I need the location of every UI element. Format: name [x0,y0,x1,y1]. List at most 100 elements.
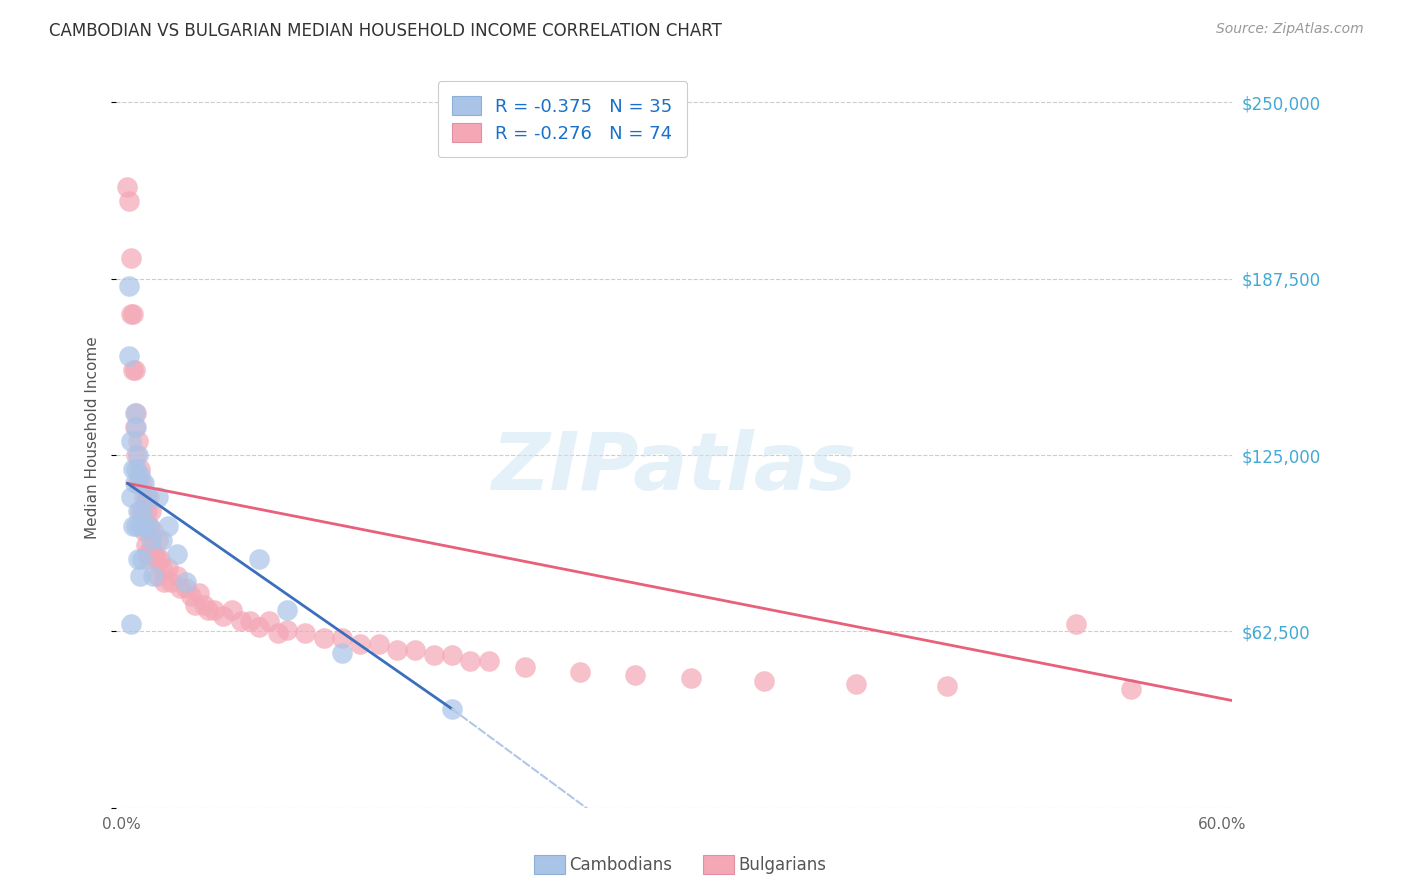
Point [330,646,353,660]
Point [460,654,482,668]
Point [125,462,148,476]
Point [440,648,463,663]
Point [136,504,159,518]
Point [124,476,146,491]
Point [121,363,143,377]
Point [440,702,463,716]
Point [166,547,188,561]
Point [142,524,165,539]
Point [257,615,280,629]
Point [569,665,592,680]
Point [330,632,353,646]
Point [118,349,141,363]
Point [127,448,149,462]
Point [120,307,142,321]
Point [125,419,148,434]
Point [145,552,167,566]
Point [239,615,262,629]
Point [132,491,155,505]
Point [202,603,225,617]
Point [276,623,298,637]
Point [845,676,868,690]
Text: Bulgarians: Bulgarians [738,856,827,874]
Point [367,637,389,651]
Point [312,632,335,646]
Point [131,552,153,566]
Point [132,476,155,491]
Point [120,491,142,505]
Point [125,448,148,462]
Point [936,679,959,693]
Point [1119,682,1142,697]
Point [136,491,159,505]
Point [129,569,152,583]
Point [138,518,160,533]
Point [294,625,316,640]
Point [129,467,152,482]
Point [211,608,233,623]
Text: Cambodians: Cambodians [569,856,672,874]
Point [131,518,153,533]
Legend: R = -0.375   N = 35, R = -0.276   N = 74: R = -0.375 N = 35, R = -0.276 N = 74 [437,81,688,157]
Point [131,476,153,491]
Point [184,598,207,612]
Point [136,547,159,561]
Point [127,552,149,566]
Point [124,419,146,434]
Point [174,574,197,589]
Point [221,603,243,617]
Point [120,434,142,448]
Text: CAMBODIAN VS BULGARIAN MEDIAN HOUSEHOLD INCOME CORRELATION CHART: CAMBODIAN VS BULGARIAN MEDIAN HOUSEHOLD … [49,22,723,40]
Point [120,251,142,265]
Point [125,406,148,420]
Point [129,518,152,533]
Point [180,589,202,603]
Point [117,180,139,194]
Point [515,659,537,673]
Point [135,518,157,533]
Point [349,637,371,651]
Point [385,642,408,657]
Point [124,363,146,377]
Point [267,625,290,640]
Point [679,671,702,685]
Point [149,552,172,566]
Point [156,518,179,533]
Point [193,598,215,612]
Point [478,654,501,668]
Point [121,307,143,321]
Point [139,533,162,547]
Point [124,406,146,420]
Y-axis label: Median Household Income: Median Household Income [86,336,100,540]
Point [169,581,191,595]
Point [174,581,197,595]
Text: Source: ZipAtlas.com: Source: ZipAtlas.com [1216,22,1364,37]
Point [752,673,775,688]
Text: ZIPatlas: ZIPatlas [492,429,856,507]
Point [129,462,152,476]
Point [142,569,165,583]
Point [197,603,219,617]
Point [160,574,183,589]
Point [156,561,179,575]
Point [121,518,143,533]
Point [247,620,270,634]
Point [150,561,173,575]
Point [422,648,444,663]
Point [624,668,647,682]
Point [129,504,152,518]
Point [247,552,270,566]
Point [139,504,162,518]
Point [135,538,157,552]
Point [153,574,176,589]
Point [139,541,162,555]
Point [148,569,170,583]
Point [127,504,149,518]
Point [118,194,141,208]
Point [138,552,160,566]
Point [1064,617,1087,632]
Point [118,278,141,293]
Point [150,533,173,547]
Point [120,617,142,632]
Point [135,496,157,510]
